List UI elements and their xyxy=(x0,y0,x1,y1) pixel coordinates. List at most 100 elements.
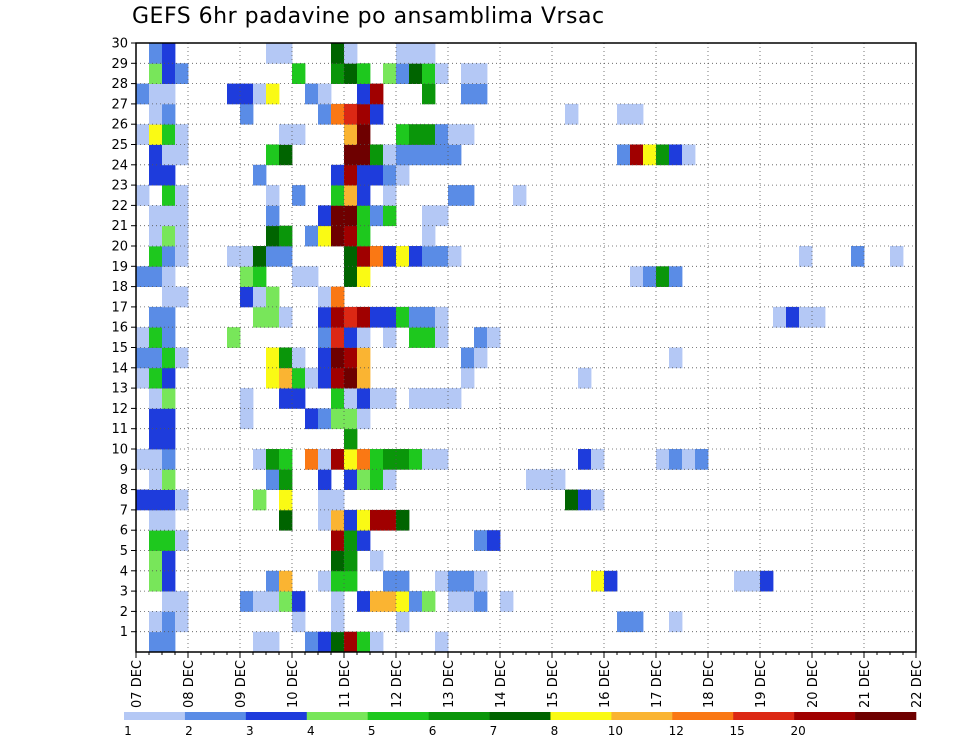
heatmap-cell xyxy=(370,631,384,653)
colorbar-label: 8 xyxy=(551,724,559,738)
y-tick-label: 2 xyxy=(120,605,128,620)
x-tick-label: 22 DEC xyxy=(910,660,925,708)
heatmap-cell xyxy=(162,43,176,64)
grid-lines xyxy=(136,43,916,652)
heatmap-cell xyxy=(162,550,176,572)
heatmap-cell xyxy=(149,63,163,84)
heatmap-cell xyxy=(344,306,358,328)
y-tick-label: 1 xyxy=(120,625,128,640)
y-tick-label: 28 xyxy=(111,77,128,92)
y-tick-label: 26 xyxy=(111,118,128,133)
heatmap-cell xyxy=(175,591,189,612)
heatmap-cell xyxy=(162,530,176,551)
heatmap-cell xyxy=(305,367,319,389)
colorbar-segment xyxy=(489,712,551,720)
heatmap-cell xyxy=(773,306,787,328)
heatmap-cell xyxy=(149,144,163,166)
heatmap-cell xyxy=(422,246,436,267)
heatmap-cell xyxy=(448,246,462,267)
heatmap-cell xyxy=(149,509,163,531)
heatmap-cell xyxy=(292,185,306,206)
heatmap-cell xyxy=(357,306,371,328)
heatmap-cell xyxy=(409,327,423,348)
x-axis-ticks: 07 DEC 08 DEC 09 DEC 10 DEC 11 DEC 12 DEC 13 D… xyxy=(130,652,925,708)
heatmap-cell xyxy=(175,286,189,308)
heatmap-cell xyxy=(292,347,306,369)
heatmap-cell xyxy=(266,83,280,105)
heatmap-cell xyxy=(370,591,384,612)
heatmap-cell xyxy=(578,489,592,511)
heatmap-cell xyxy=(578,367,592,389)
heatmap-cell xyxy=(617,144,631,166)
colorbar-segment xyxy=(611,712,673,720)
heatmap-cell xyxy=(149,43,163,64)
heatmap-cell xyxy=(331,185,345,206)
heatmap-cell xyxy=(279,246,293,267)
heatmap-cell xyxy=(370,550,384,572)
heatmap-cell xyxy=(175,124,189,145)
heatmap-cell xyxy=(461,63,475,84)
heatmap-cell xyxy=(409,246,423,267)
x-tick-label: 19 DEC xyxy=(754,660,769,708)
heatmap-cell xyxy=(409,591,423,612)
heatmap-cell xyxy=(149,570,163,592)
heatmap-cell xyxy=(643,266,657,287)
heatmap-cell xyxy=(175,225,189,247)
heatmap-cell xyxy=(331,449,345,470)
heatmap-cell xyxy=(279,347,293,369)
heatmap-cell xyxy=(175,185,189,206)
heatmap-cell xyxy=(526,469,540,490)
colorbar-segment xyxy=(306,712,368,720)
y-tick-label: 23 xyxy=(111,179,128,194)
heatmap-cell xyxy=(422,591,436,612)
heatmap-cell xyxy=(175,246,189,267)
heatmap-cell xyxy=(318,327,332,348)
heatmap-cell xyxy=(422,306,436,328)
heatmap-cell xyxy=(279,367,293,389)
heatmap-cell xyxy=(370,469,384,490)
heatmap-cell xyxy=(357,266,371,287)
heatmap-cell xyxy=(344,367,358,389)
heatmap-cell xyxy=(266,286,280,308)
heatmap-cell xyxy=(149,347,163,369)
heatmap-cell xyxy=(149,225,163,247)
heatmap-cell xyxy=(331,408,345,430)
heatmap-cell xyxy=(162,327,176,348)
heatmap-cell xyxy=(344,347,358,369)
heatmap-cell xyxy=(292,591,306,612)
heatmap-cell xyxy=(266,205,280,227)
heatmap-cell xyxy=(149,631,163,653)
y-tick-label: 4 xyxy=(120,564,128,579)
colorbar-label: 20 xyxy=(791,724,806,738)
heatmap-cell xyxy=(162,164,176,186)
heatmap-cell xyxy=(149,611,163,633)
x-tick-label: 09 DEC xyxy=(234,660,249,708)
heatmap-cell xyxy=(149,408,163,430)
heatmap-cell xyxy=(552,469,566,490)
heatmap-cell xyxy=(149,246,163,267)
colorbar-label: 3 xyxy=(246,724,254,738)
y-tick-label: 27 xyxy=(111,97,128,112)
y-tick-label: 15 xyxy=(111,341,128,356)
heatmap-cell xyxy=(149,530,163,551)
heatmap-cell xyxy=(604,570,618,592)
heatmap-cell xyxy=(461,124,475,145)
heatmap-cell xyxy=(357,205,371,227)
heatmap-cell xyxy=(162,124,176,145)
heatmap-cell xyxy=(812,306,826,328)
heatmap-cell xyxy=(240,286,254,308)
heatmap-cell xyxy=(331,286,345,308)
heatmap-cell xyxy=(409,144,423,166)
heatmap-cell xyxy=(266,144,280,166)
y-tick-label: 5 xyxy=(120,544,128,559)
heatmap-cell xyxy=(422,83,436,105)
colorbar-segment xyxy=(245,712,308,720)
heatmap-cell xyxy=(344,408,358,430)
heatmap-cell xyxy=(409,63,423,84)
heatmap-cell xyxy=(409,306,423,328)
y-tick-label: 29 xyxy=(111,57,128,72)
heatmap-cell xyxy=(357,124,371,145)
y-tick-label: 18 xyxy=(111,280,128,295)
colorbar-label: 7 xyxy=(490,724,498,738)
colorbar-label: 6 xyxy=(429,724,437,738)
